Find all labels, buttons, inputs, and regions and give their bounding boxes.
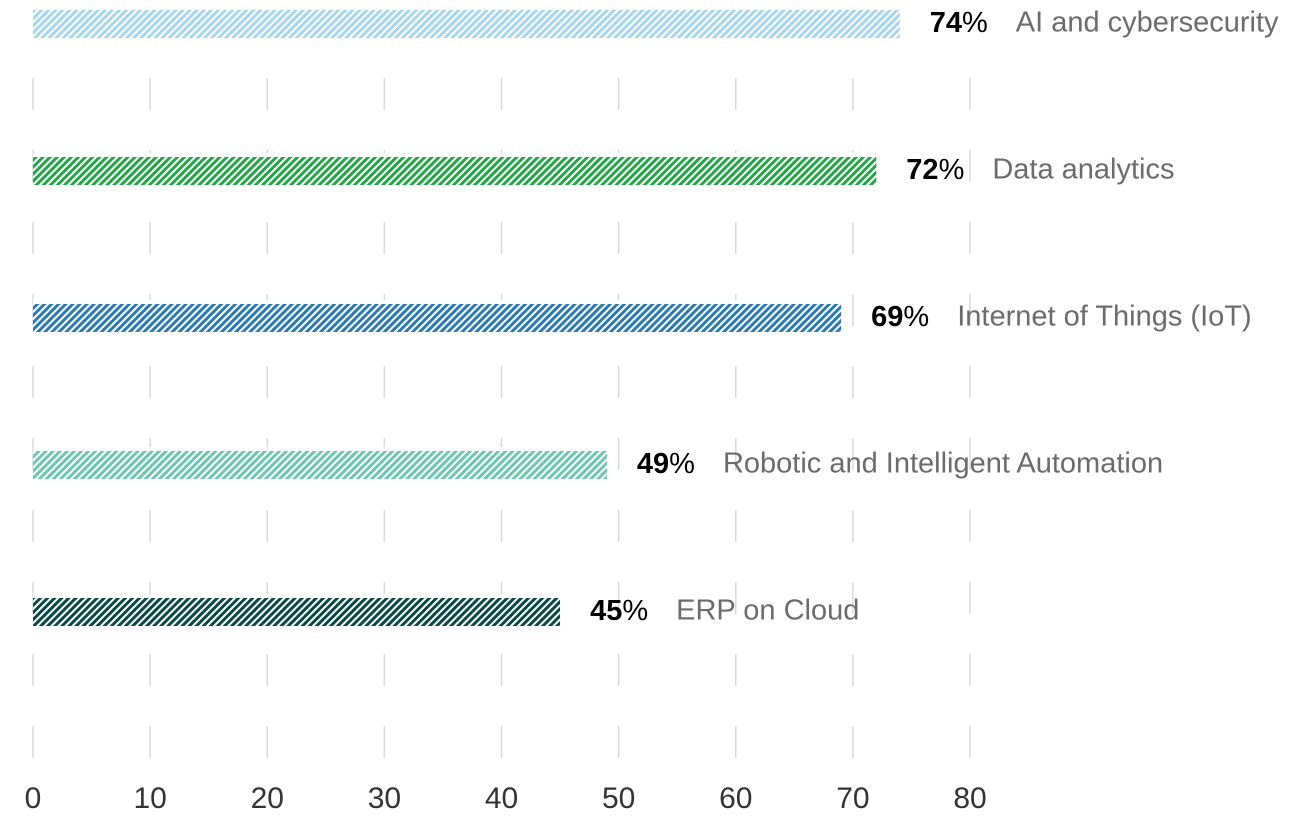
bar [33,157,877,185]
x-tick-label: 80 [953,782,986,815]
bar [33,451,607,479]
value-label: 74% [930,7,988,39]
bar [33,598,561,626]
category-label: Data analytics [992,154,1174,186]
category-label: AI and cybersecurity [1016,7,1279,39]
x-tick-label: 50 [602,782,635,815]
bar [33,10,900,38]
bar [33,304,842,332]
value-label: 69% [871,301,929,333]
x-tick-label: 20 [251,782,284,815]
value-label: 45% [590,595,648,627]
category-label: Robotic and Intelligent Automation [723,448,1163,480]
value-label: 72% [906,154,964,186]
category-label: Internet of Things (IoT) [957,301,1251,333]
category-label: ERP on Cloud [676,595,859,627]
x-tick-label: 0 [25,782,42,815]
x-tick-label: 60 [719,782,752,815]
x-tick-label: 30 [368,782,401,815]
x-tick-label: 40 [485,782,518,815]
x-tick-label: 10 [133,782,166,815]
x-tick-label: 70 [836,782,869,815]
value-label: 49% [637,448,695,480]
